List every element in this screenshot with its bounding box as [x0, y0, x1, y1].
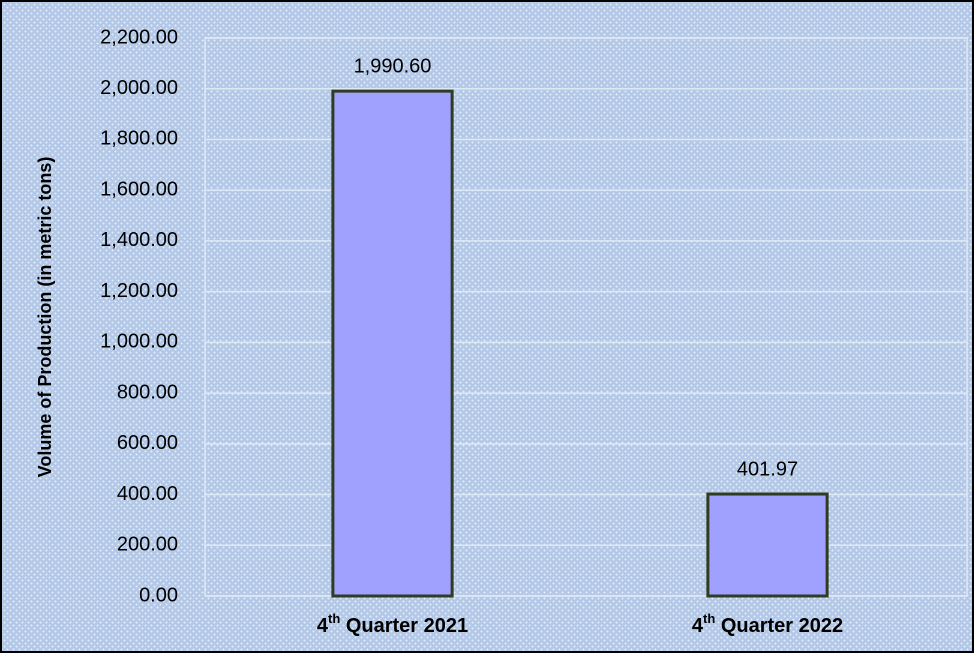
y-tick-label: 1,600.00 [100, 178, 178, 200]
y-tick-label: 2,200.00 [100, 26, 178, 48]
y-tick-label: 200.00 [117, 534, 178, 556]
y-tick-label: 1,000.00 [100, 331, 178, 353]
y-tick-label: 400.00 [117, 483, 178, 505]
bar [706, 492, 829, 598]
y-axis-title: Volume of Production (in metric tons) [35, 157, 55, 478]
y-tick-label: 0.00 [139, 584, 178, 606]
y-tick-label: 800.00 [117, 381, 178, 403]
y-tick-label: 1,200.00 [100, 280, 178, 302]
y-tick-label: 2,000.00 [100, 77, 178, 99]
y-tick-label: 1,800.00 [100, 128, 178, 150]
y-tick-label: 600.00 [117, 432, 178, 454]
x-tick-label: 4th Quarter 2022 [692, 611, 843, 637]
data-label: 401.97 [737, 458, 798, 480]
y-tick-label: 1,400.00 [100, 229, 178, 251]
bar [331, 89, 454, 598]
x-tick-label: 4th Quarter 2021 [317, 611, 468, 637]
data-label: 1,990.60 [354, 55, 432, 77]
